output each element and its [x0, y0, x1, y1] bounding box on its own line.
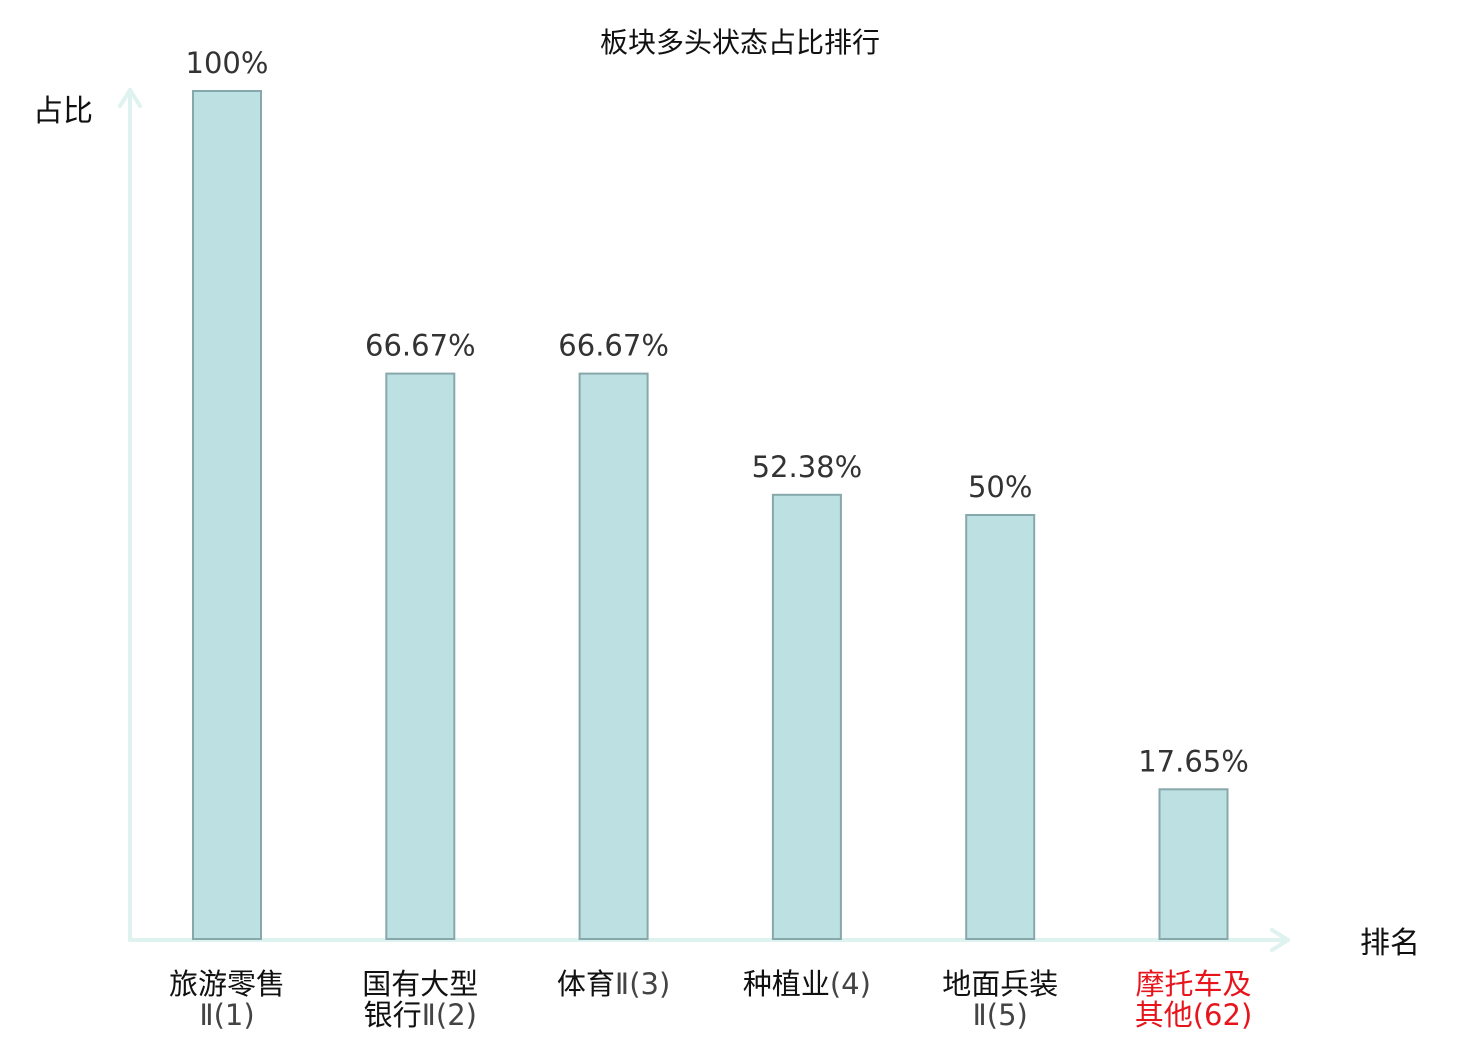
- bar: [965, 514, 1036, 940]
- bar-value-label: 52.38%: [752, 450, 863, 484]
- chart-title: 板块多头状态占比排行: [600, 26, 880, 59]
- x-axis-title: 排名: [1360, 926, 1420, 961]
- y-axis-title: 占比: [33, 94, 93, 129]
- x-tick-label: 其他(62): [1135, 998, 1253, 1032]
- bar: [192, 90, 262, 940]
- bar: [771, 493, 842, 940]
- x-tick-label: 国有大型: [362, 967, 478, 1001]
- x-tick-label: Ⅱ(1): [199, 998, 254, 1032]
- y-axis: 占比: [33, 88, 142, 942]
- bar-value-label: 100%: [186, 46, 269, 80]
- x-tick-label: 地面兵装: [942, 967, 1058, 1001]
- bar: [1158, 788, 1229, 940]
- y-axis-arrow-icon: [118, 88, 142, 108]
- bar-value-label: 17.65%: [1138, 744, 1249, 778]
- bar-value-label: 66.67%: [558, 329, 669, 363]
- x-tick-label: 种植业(4): [743, 967, 871, 1001]
- bar: [578, 372, 649, 941]
- x-tick-label: 银行Ⅱ(2): [364, 998, 477, 1032]
- x-tick-label: Ⅱ(5): [973, 998, 1028, 1032]
- bar-value-label: 66.67%: [365, 329, 476, 363]
- x-tick-label: 体育Ⅱ(3): [557, 967, 670, 1001]
- x-tick-label: 旅游零售: [169, 967, 285, 1001]
- x-axis: 排名: [128, 926, 1420, 961]
- x-axis-arrow-icon: [1270, 928, 1290, 952]
- bar: [385, 372, 456, 941]
- x-tick-label: 摩托车及: [1135, 967, 1251, 1001]
- bar-value-label: 50%: [968, 470, 1032, 504]
